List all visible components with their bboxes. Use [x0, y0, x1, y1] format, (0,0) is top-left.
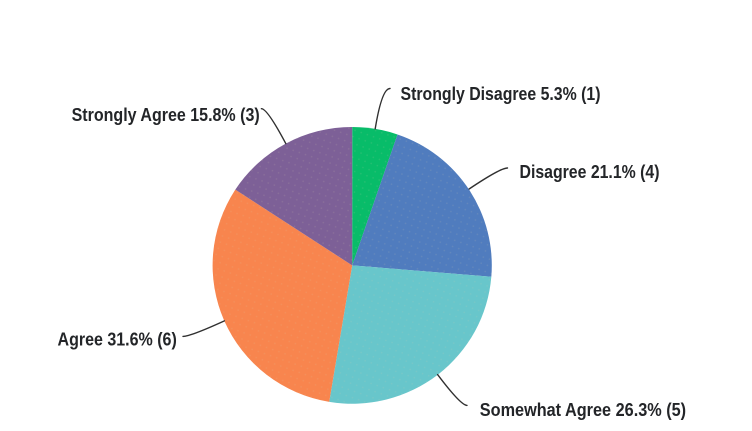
svg-text:Strongly Agree 15.8% (3): Strongly Agree 15.8% (3)	[72, 105, 260, 125]
svg-text:Somewhat Agree 26.3% (5): Somewhat Agree 26.3% (5)	[480, 400, 686, 420]
svg-text:Strongly Disagree 5.3% (1): Strongly Disagree 5.3% (1)	[401, 84, 601, 104]
svg-text:Disagree 21.1% (4): Disagree 21.1% (4)	[520, 162, 660, 182]
svg-text:Agree 31.6% (6): Agree 31.6% (6)	[58, 329, 177, 349]
